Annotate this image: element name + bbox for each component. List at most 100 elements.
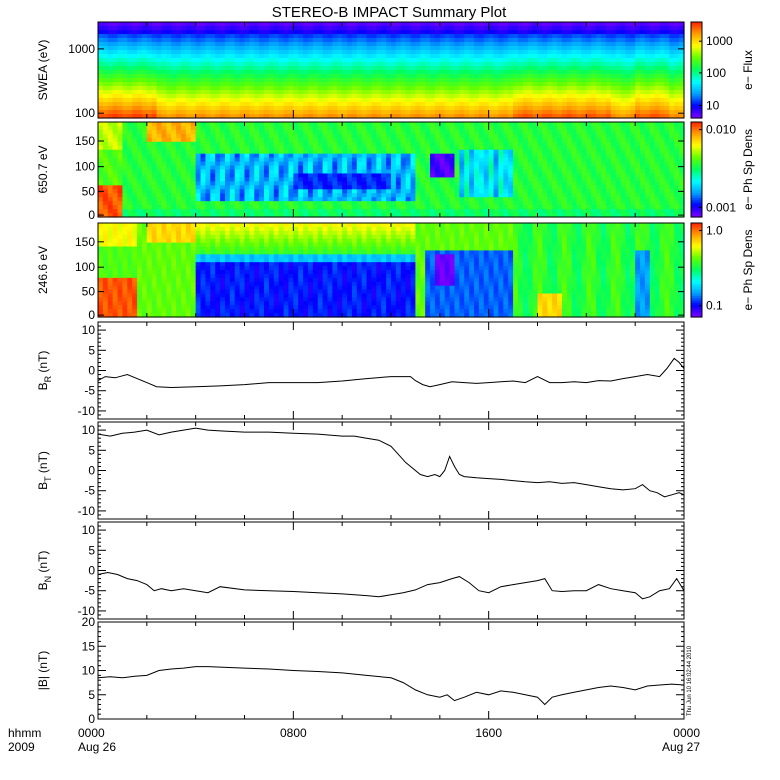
heatmap-cell (112, 189, 119, 194)
heatmap-cell (474, 82, 480, 87)
heatmap-cell (591, 46, 597, 51)
heatmap-cell (190, 90, 197, 95)
heatmap-cell (190, 189, 197, 194)
heatmap-cell (107, 145, 114, 151)
heatmap-cell (493, 189, 500, 194)
heatmap-cell (298, 94, 304, 99)
heatmap-cell (249, 66, 255, 71)
heatmap-cell (386, 133, 392, 139)
heatmap-cell (644, 90, 651, 95)
heatmap-cell (307, 125, 314, 131)
heatmap-cell (322, 137, 329, 143)
heatmap-cell (190, 169, 197, 175)
y-tick-label: 1000 (68, 42, 95, 56)
heatmap-cell (112, 86, 119, 91)
heatmap-cell (185, 141, 192, 147)
heatmap-cell (122, 189, 128, 194)
heatmap-cell (679, 50, 685, 55)
heatmap-cell (537, 74, 543, 79)
heatmap-cell (439, 141, 446, 147)
heatmap-cell (254, 114, 260, 119)
heatmap-cell (220, 110, 226, 115)
heatmap-cell (337, 181, 343, 186)
heatmap-cell (552, 98, 558, 103)
heatmap-cell (220, 141, 226, 147)
heatmap-cell (586, 54, 592, 59)
heatmap-cell (322, 22, 329, 27)
heatmap-cell (351, 102, 358, 107)
heatmap-cell (347, 189, 353, 194)
heatmap-cell (410, 209, 417, 214)
heatmap-cell (122, 54, 128, 59)
heatmap-cell (654, 22, 661, 27)
heatmap-cell (298, 193, 304, 198)
colorbar-step (691, 108, 702, 112)
heatmap-cell (161, 169, 167, 175)
heatmap-cell (586, 110, 592, 115)
heatmap-cell (596, 26, 602, 31)
heatmap-cell (366, 205, 373, 210)
heatmap-cell (508, 22, 514, 27)
heatmap-cell (117, 114, 124, 119)
heatmap-cell (127, 157, 133, 163)
heatmap-cell (356, 110, 363, 115)
heatmap-cell (268, 137, 275, 143)
heatmap-cell (464, 169, 470, 175)
heatmap-cell (337, 94, 343, 99)
heatmap-cell (395, 34, 402, 39)
colorbar-step (691, 96, 702, 100)
heatmap-cell (356, 125, 363, 131)
heatmap-cell (356, 137, 363, 143)
heatmap-cell (434, 145, 441, 151)
heatmap-cell (444, 129, 451, 135)
heatmap-cell (391, 74, 397, 79)
heatmap-cell (415, 106, 421, 111)
heatmap-cell (200, 145, 207, 151)
heatmap-cell (498, 78, 504, 83)
heatmap-cell (498, 30, 504, 35)
heatmap-cell (444, 74, 451, 79)
heatmap-cell (176, 58, 182, 63)
heatmap-cell (488, 193, 495, 198)
heatmap-cell (395, 173, 402, 179)
heatmap-cell (376, 30, 382, 35)
heatmap-cell (268, 122, 275, 127)
heatmap-cell (625, 86, 631, 91)
heatmap-cell (332, 185, 338, 190)
heatmap-cell (117, 193, 124, 198)
heatmap-cell (288, 22, 294, 27)
heatmap-cell (303, 122, 309, 127)
heatmap-cell (386, 42, 392, 47)
heatmap-cell (102, 177, 109, 182)
heatmap-cell (332, 149, 338, 155)
heatmap-cell (425, 90, 431, 95)
heatmap-cell (415, 201, 421, 206)
heatmap-cell (220, 98, 226, 103)
heatmap-cell (117, 90, 124, 95)
heatmap-cell (185, 189, 192, 194)
heatmap-cell (376, 78, 382, 83)
heatmap-cell (508, 82, 514, 87)
heatmap-cell (312, 149, 319, 155)
heatmap-cell (420, 125, 426, 131)
heatmap-cell (513, 30, 519, 35)
heatmap-cell (161, 58, 167, 63)
heatmap-cell (366, 34, 373, 39)
heatmap-cell (591, 82, 597, 87)
heatmap-cell (464, 114, 470, 119)
heatmap-cell (405, 38, 412, 43)
heatmap-cell (615, 58, 622, 63)
heatmap-cell (132, 50, 138, 55)
heatmap-cell (317, 122, 324, 127)
heatmap-cell (469, 197, 475, 202)
heatmap-cell (493, 149, 500, 155)
heatmap-cell (449, 197, 456, 202)
heatmap-cell (395, 137, 402, 143)
heatmap-cell (307, 193, 314, 198)
heatmap-cell (156, 78, 163, 83)
heatmap-cell (444, 193, 451, 198)
heatmap-cell (117, 26, 124, 31)
heatmap-cell (469, 94, 475, 99)
heatmap-cell (371, 46, 377, 51)
heatmap-cell (317, 86, 324, 91)
